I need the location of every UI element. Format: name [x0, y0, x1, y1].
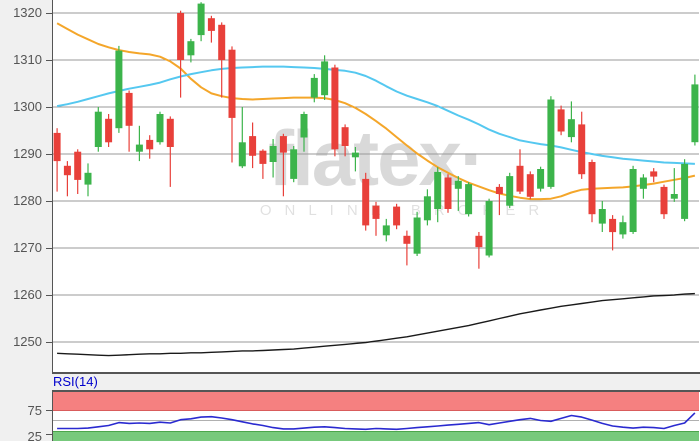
price-axis-tick — [46, 248, 52, 249]
candle-up — [619, 215, 627, 239]
rsi-25-tick — [46, 434, 52, 435]
price-axis-label: 1260 — [13, 287, 42, 302]
price-axis-tick — [46, 13, 52, 14]
candle-up — [639, 174, 647, 199]
candle-up — [537, 166, 545, 192]
candle-down — [53, 128, 61, 192]
candle-up — [290, 146, 298, 183]
candle-up — [413, 211, 421, 256]
candle-up — [156, 111, 164, 145]
candle-down — [63, 161, 71, 197]
candle-up — [382, 218, 390, 242]
candle-down — [526, 171, 534, 200]
candle-up — [598, 201, 606, 232]
price-axis-label: 1270 — [13, 240, 42, 255]
candle-down — [557, 105, 565, 136]
candle-down — [207, 15, 215, 43]
candle-down — [650, 168, 658, 183]
candle-down — [166, 116, 174, 187]
candle-up — [485, 198, 493, 258]
price-axis-label: 1310 — [13, 52, 42, 67]
candle-down — [279, 133, 287, 197]
candle-up — [321, 55, 329, 100]
candle-down — [341, 124, 349, 157]
candle-down — [516, 149, 524, 194]
indicator-black-line — [57, 292, 695, 357]
price-axis-tick — [46, 60, 52, 61]
candle-up — [465, 182, 473, 217]
candle-up — [94, 107, 102, 152]
candle-down — [609, 215, 617, 251]
price-axis-tick — [46, 154, 52, 155]
candle-down — [362, 172, 370, 231]
price-axis-label: 1290 — [13, 146, 42, 161]
price-axis-tick — [46, 201, 52, 202]
price-axis-label: 1280 — [13, 193, 42, 208]
price-axis-label: 1320 — [13, 5, 42, 20]
price-axis-tick — [46, 342, 52, 343]
candle-down — [475, 232, 483, 269]
candle-up — [670, 168, 678, 202]
candle-down — [74, 149, 82, 194]
candle-down — [444, 174, 452, 213]
candle-up — [135, 125, 143, 162]
candle-up — [547, 96, 555, 189]
price-axis-tick — [46, 107, 52, 108]
candle-down — [588, 159, 596, 223]
rsi-overbought-band — [53, 392, 699, 411]
candle-up — [310, 74, 318, 103]
candle-up — [567, 101, 575, 143]
candle-down — [660, 184, 668, 219]
panel-divider-strip — [52, 374, 700, 390]
candle-up — [691, 74, 699, 146]
candle-up — [423, 189, 431, 226]
rsi-line — [57, 412, 696, 431]
candle-up — [197, 2, 205, 42]
price-axis-label: 1300 — [13, 99, 42, 114]
price-axis-margin — [0, 0, 52, 441]
candle-up — [454, 176, 462, 211]
candle-down — [495, 184, 503, 216]
candle-down — [146, 135, 154, 159]
candle-up — [187, 38, 195, 63]
candle-down — [177, 10, 185, 98]
rsi-25-label: 25 — [27, 429, 42, 441]
candle-down — [578, 111, 586, 179]
price-axis-label: 1250 — [13, 334, 42, 349]
candle-up — [269, 139, 277, 178]
candle-up — [506, 172, 514, 209]
candle-up — [434, 167, 442, 223]
candle-down — [331, 64, 339, 157]
candle-down — [125, 90, 133, 152]
candle-down — [393, 203, 401, 230]
candle-up — [351, 147, 359, 172]
candle-down — [105, 114, 113, 147]
candle-down — [228, 46, 236, 163]
ma-fast-cyan-line — [56, 65, 695, 165]
ma-slow-orange-line — [56, 22, 696, 201]
candle-up — [300, 111, 308, 152]
candle-down — [249, 122, 257, 169]
candle-down — [218, 22, 226, 98]
rsi-oversold-band — [53, 431, 699, 441]
candle-down — [259, 149, 267, 179]
candle-down — [372, 201, 380, 236]
candle-up — [84, 163, 92, 197]
candle-down — [403, 230, 411, 266]
candle-up — [238, 107, 246, 169]
price-axis-tick — [46, 295, 52, 296]
rsi-midline-50 — [53, 420, 699, 421]
candle-up — [681, 159, 689, 222]
candle-up — [629, 165, 637, 234]
rsi-indicator-label[interactable]: RSI(14) — [53, 374, 98, 389]
rsi-75-label: 75 — [27, 403, 42, 418]
candle-up — [115, 45, 123, 133]
rsi-75-tick — [46, 410, 52, 411]
